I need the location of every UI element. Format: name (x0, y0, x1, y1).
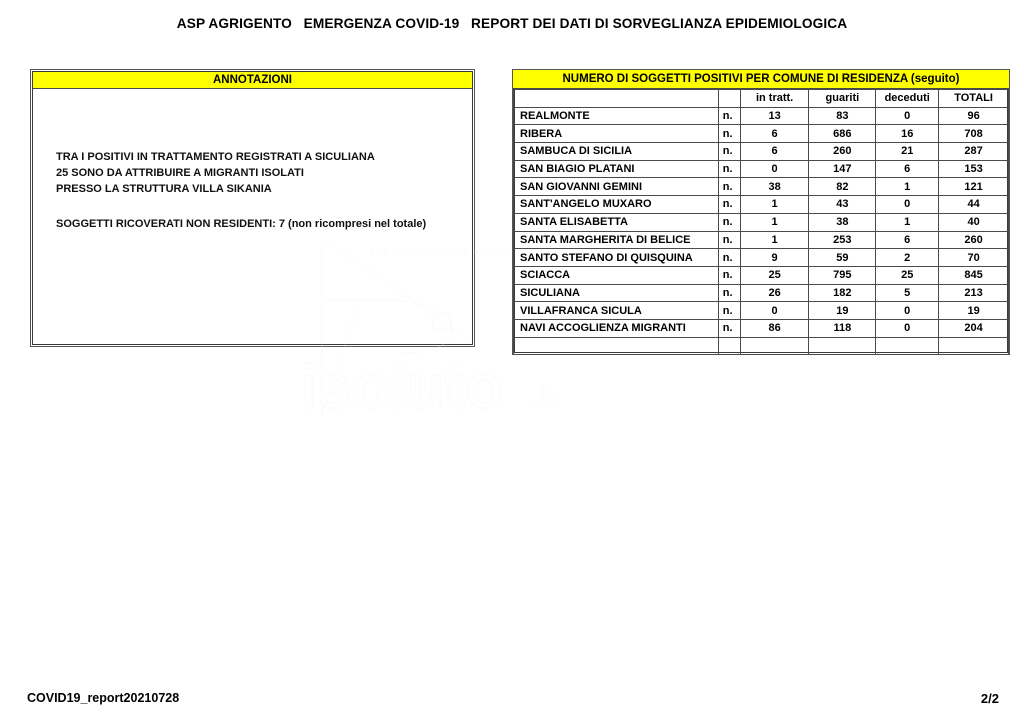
svg-text:.it: .it (530, 379, 555, 415)
svg-text:isoluto: isoluto (300, 353, 503, 422)
